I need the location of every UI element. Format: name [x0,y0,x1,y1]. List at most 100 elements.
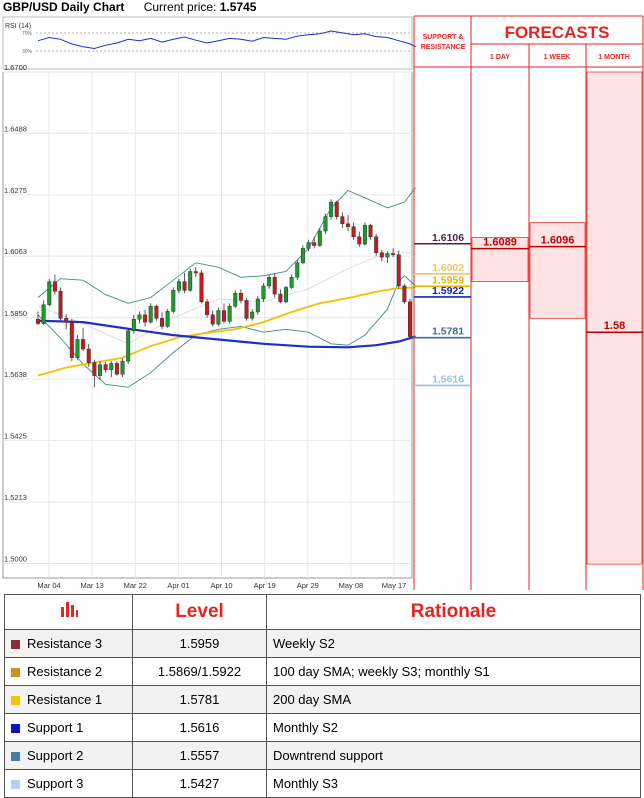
candle-up [255,298,260,313]
candle-up [289,277,294,288]
candle-down [346,223,350,227]
level-rationale: 200 day SMA [266,685,641,714]
candle-down [92,362,97,376]
x-tick-label: Apr 10 [210,581,232,590]
candle-up [188,271,193,291]
x-tick-label: May 17 [382,581,407,590]
candle-down [143,314,148,323]
forecast-range-box [471,237,529,282]
candle-down [391,253,396,255]
moving-averages [37,286,416,377]
y-tick-label: 1.5425 [4,432,27,441]
bollinger-lower-line [37,275,416,388]
candle-up [120,360,125,375]
candle-down [334,201,339,217]
level-color-swatch [11,752,20,761]
candle-down [238,292,243,301]
candle-down [205,301,210,316]
candle-down [193,271,198,274]
candle-down [408,301,412,337]
rsi-tick-lower: 30% [22,49,33,55]
level-label: 1.6106 [432,232,464,244]
forecasts-heading: FORECASTS [505,23,610,42]
candle-up [47,281,52,306]
x-tick-label: Apr 29 [297,581,319,590]
candle-down [64,318,69,323]
candle-up [41,304,46,324]
candle-down [81,339,86,350]
candle-up [98,364,102,376]
level-rationale: 100 day SMA; weekly S3; monthly S1 [266,657,641,686]
rsi-line [37,30,416,50]
candle-down [58,290,63,319]
level-color-swatch [11,780,20,789]
support-resistance-heading-line1: SUPPORT & [423,34,464,41]
level-label: 1.5616 [432,373,464,385]
x-tick-label: Mar 04 [37,581,60,590]
forecast-value: 1.6089 [483,237,517,249]
level-value: 1.5781 [132,685,267,714]
candle-up [137,314,142,320]
y-tick-label: 1.5213 [4,493,27,502]
level-rationale: Monthly S2 [266,713,641,742]
candle-up [216,310,221,325]
y-tick-label: 1.5638 [4,370,27,379]
level-value: 1.5959 [132,629,267,658]
level-rationale: Downtrend support [266,741,641,770]
level-row: Support 3 1.5427 Monthly S3 [4,769,641,798]
candle-down [52,281,57,292]
candle-down [357,236,362,245]
candles [36,199,412,388]
x-tick-label: Apr 19 [254,581,276,590]
candle-up [176,281,181,291]
bar-chart-icon [4,594,133,630]
x-tick-label: May 08 [339,581,364,590]
current-price-value: 1.5745 [219,0,257,14]
support-resistance-heading-line2: RESISTANCE [421,44,466,51]
candle-down [114,363,119,375]
level-name: Resistance 1 [4,685,133,714]
candle-up [300,248,305,264]
candle-up [329,201,334,217]
current-price-label: Current price: 1.5745 [143,0,257,14]
level-value: 1.5616 [132,713,267,742]
level-row: Resistance 2 1.5869/1.5922 100 day SMA; we… [4,657,641,686]
bollinger-upper-line [37,187,416,304]
candle-up [126,330,131,362]
forecast-range-box [529,222,586,319]
level-row: Resistance 1 1.5781 200 day SMA [4,685,641,714]
levels-table: Level Rationale Resistance 3 1.5959 Weekly… [4,594,641,798]
candle-up [227,305,232,322]
sma-50-line [37,286,416,377]
candle-down [374,236,379,253]
candle-down [402,285,407,303]
candle-down [312,242,317,246]
candle-down [199,272,204,303]
candle-up [323,216,328,232]
chart: RSI (14) 70% 30% 1.6700 1.6488 1.6275 1.606… [2,15,644,590]
horizon-1-day: 1 DAY [490,54,510,61]
y-tick-label: 1.6488 [4,124,27,133]
horizon-1-month: 1 MONTH [598,54,630,61]
x-tick-label: Mar 13 [80,581,103,590]
candle-down [340,216,345,225]
forecast-range-box [586,71,643,565]
candle-up [75,339,80,358]
level-name: Support 3 [4,769,133,798]
candle-down [36,318,40,324]
level-label: 1.5781 [432,326,464,338]
rsi-tick-upper: 70% [22,31,33,37]
y-tick-label: 1.6700 [4,63,27,72]
candle-up [267,277,272,287]
candle-down [272,277,277,295]
candle-down [210,314,215,325]
candle-up [385,253,390,258]
rationale-column-header: Rationale [266,594,641,630]
level-value: 1.5869/1.5922 [132,657,267,686]
candle-down [154,305,159,319]
sma-200-line [37,319,416,349]
level-color-swatch [11,668,20,677]
levels-table-header: Level Rationale [4,594,641,630]
x-axis: Mar 04 Mar 13 Mar 22 Apr 01 Apr 10 Apr 19 Apr … [37,581,406,590]
